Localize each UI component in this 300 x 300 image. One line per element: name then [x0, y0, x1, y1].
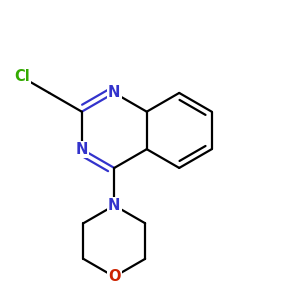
Text: Cl: Cl: [14, 70, 30, 85]
Text: N: N: [76, 142, 88, 157]
Text: O: O: [108, 269, 121, 284]
Text: N: N: [108, 198, 121, 213]
Text: N: N: [108, 85, 121, 100]
